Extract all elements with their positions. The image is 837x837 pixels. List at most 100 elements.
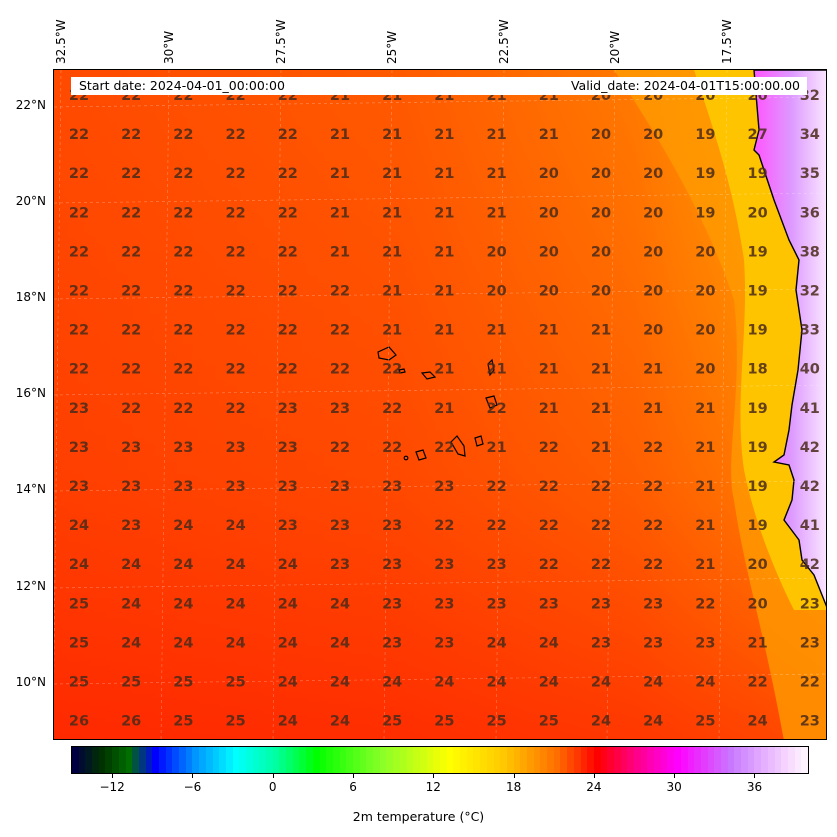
temperature-value: 22 <box>173 205 193 221</box>
temperature-value: 23 <box>69 440 89 456</box>
temperature-value: 21 <box>487 323 507 339</box>
temperature-value: 22 <box>591 518 611 534</box>
latitude-label: 16°N <box>15 386 46 400</box>
temperature-value: 23 <box>643 596 663 612</box>
temperature-value: 22 <box>69 323 89 339</box>
colorbar-tick-label: −12 <box>99 780 125 794</box>
colorbar-block <box>393 747 401 773</box>
colorbar-block <box>225 747 234 773</box>
temperature-value: 20 <box>591 284 611 300</box>
temperature-value: 22 <box>278 166 298 182</box>
temperature-value: 25 <box>382 714 402 730</box>
colorbar-block <box>801 747 809 773</box>
longitude-label: 27.5°W <box>274 19 288 64</box>
colorbar-block <box>219 747 227 773</box>
temperature-value: 22 <box>539 557 559 573</box>
temperature-value: 23 <box>226 479 246 495</box>
temperature-value: 22 <box>226 323 246 339</box>
graticule-lines <box>54 70 826 739</box>
map-panel: 22 22 22 22 22 21 21 21 21 21 20 20 20 20 32 22 22 22 22 22… <box>53 69 827 740</box>
temperature-value: 22 <box>173 244 193 260</box>
temperature-value: 22 <box>643 440 663 456</box>
colorbar-block <box>292 747 300 773</box>
colorbar-tick-mark <box>754 774 756 778</box>
temperature-value: 22 <box>278 205 298 221</box>
temperature-value: 24 <box>226 596 246 612</box>
temperature-value: 25 <box>173 714 193 730</box>
colorbar-tick-mark <box>353 774 355 778</box>
temperature-value: 42 <box>800 440 820 456</box>
colorbar-block <box>98 747 106 773</box>
colorbar-block <box>567 747 575 773</box>
colorbar-block <box>440 747 448 773</box>
latitude-label: 12°N <box>15 579 46 593</box>
temperature-value: 23 <box>382 518 402 534</box>
colorbar-tick-mark <box>112 774 114 778</box>
temperature-value: 23 <box>800 714 820 730</box>
temperature-value: 21 <box>434 323 454 339</box>
colorbar-tick-label: 6 <box>349 780 357 794</box>
temperature-value: 22 <box>226 362 246 378</box>
colorbar-block <box>747 747 755 773</box>
temperature-value: 20 <box>695 244 715 260</box>
colorbar-tick-mark <box>593 774 595 778</box>
temperature-value: 25 <box>434 714 454 730</box>
temperature-value: 21 <box>434 127 454 143</box>
colorbar-block <box>627 747 635 773</box>
colorbar-block <box>138 747 147 773</box>
temperature-value: 24 <box>487 635 507 651</box>
temperature-value: 24 <box>69 557 89 573</box>
colorbar-block <box>761 747 769 773</box>
temperature-value: 21 <box>591 440 611 456</box>
temperature-value: 21 <box>434 362 454 378</box>
temperature-value: 23 <box>643 635 663 651</box>
temperature-value: 19 <box>748 166 768 182</box>
temperature-value: 23 <box>173 479 193 495</box>
colorbar-block <box>781 747 789 773</box>
colorbar-block <box>306 747 314 773</box>
temperature-value: 25 <box>69 596 89 612</box>
colorbar-block <box>205 747 213 773</box>
temperature-value: 23 <box>330 518 350 534</box>
temperature-value: 21 <box>382 166 402 182</box>
temperature-value: 24 <box>434 675 454 691</box>
temperature-value: 25 <box>69 675 89 691</box>
temperature-value: 25 <box>69 635 89 651</box>
temperature-values: 22 22 22 22 22 21 21 21 21 21 20 20 20 20 32 22 22 22 22 22… <box>69 88 820 730</box>
colorbar-block <box>721 747 729 773</box>
temperature-value: 22 <box>539 440 559 456</box>
temperature-value: 24 <box>330 635 350 651</box>
temperature-value: 24 <box>278 675 298 691</box>
temperature-value: 18 <box>748 362 768 378</box>
temperature-value: 23 <box>278 479 298 495</box>
colorbar-block <box>466 747 474 773</box>
temperature-value: 22 <box>121 323 141 339</box>
temperature-value: 24 <box>226 557 246 573</box>
temperature-value: 22 <box>382 362 402 378</box>
temperature-value: 23 <box>278 440 298 456</box>
valid-date-text: Valid_date: 2024-04-01T15:00:00.00 <box>570 78 800 93</box>
temperature-value: 19 <box>748 244 768 260</box>
colorbar-block <box>346 747 354 773</box>
colorbar-block <box>312 747 321 773</box>
temperature-value: 24 <box>278 596 298 612</box>
colorbar-block <box>754 747 762 773</box>
colorbar-block <box>473 747 481 773</box>
temperature-value: 19 <box>748 284 768 300</box>
temperature-value: 20 <box>695 362 715 378</box>
temperature-value: 25 <box>539 714 559 730</box>
colorbar-block <box>560 747 568 773</box>
temperature-value: 23 <box>434 635 454 651</box>
colorbar-block <box>112 747 120 773</box>
temperature-value: 21 <box>539 127 559 143</box>
colorbar-block <box>506 747 515 773</box>
temperature-value: 22 <box>69 127 89 143</box>
colorbar-block <box>660 747 668 773</box>
temperature-value: 21 <box>695 518 715 534</box>
temperature-value: 22 <box>539 518 559 534</box>
temperature-value: 22 <box>69 166 89 182</box>
temperature-value: 21 <box>591 362 611 378</box>
temperature-value: 22 <box>278 323 298 339</box>
colorbar-block <box>245 747 254 773</box>
colorbar-block <box>640 747 648 773</box>
